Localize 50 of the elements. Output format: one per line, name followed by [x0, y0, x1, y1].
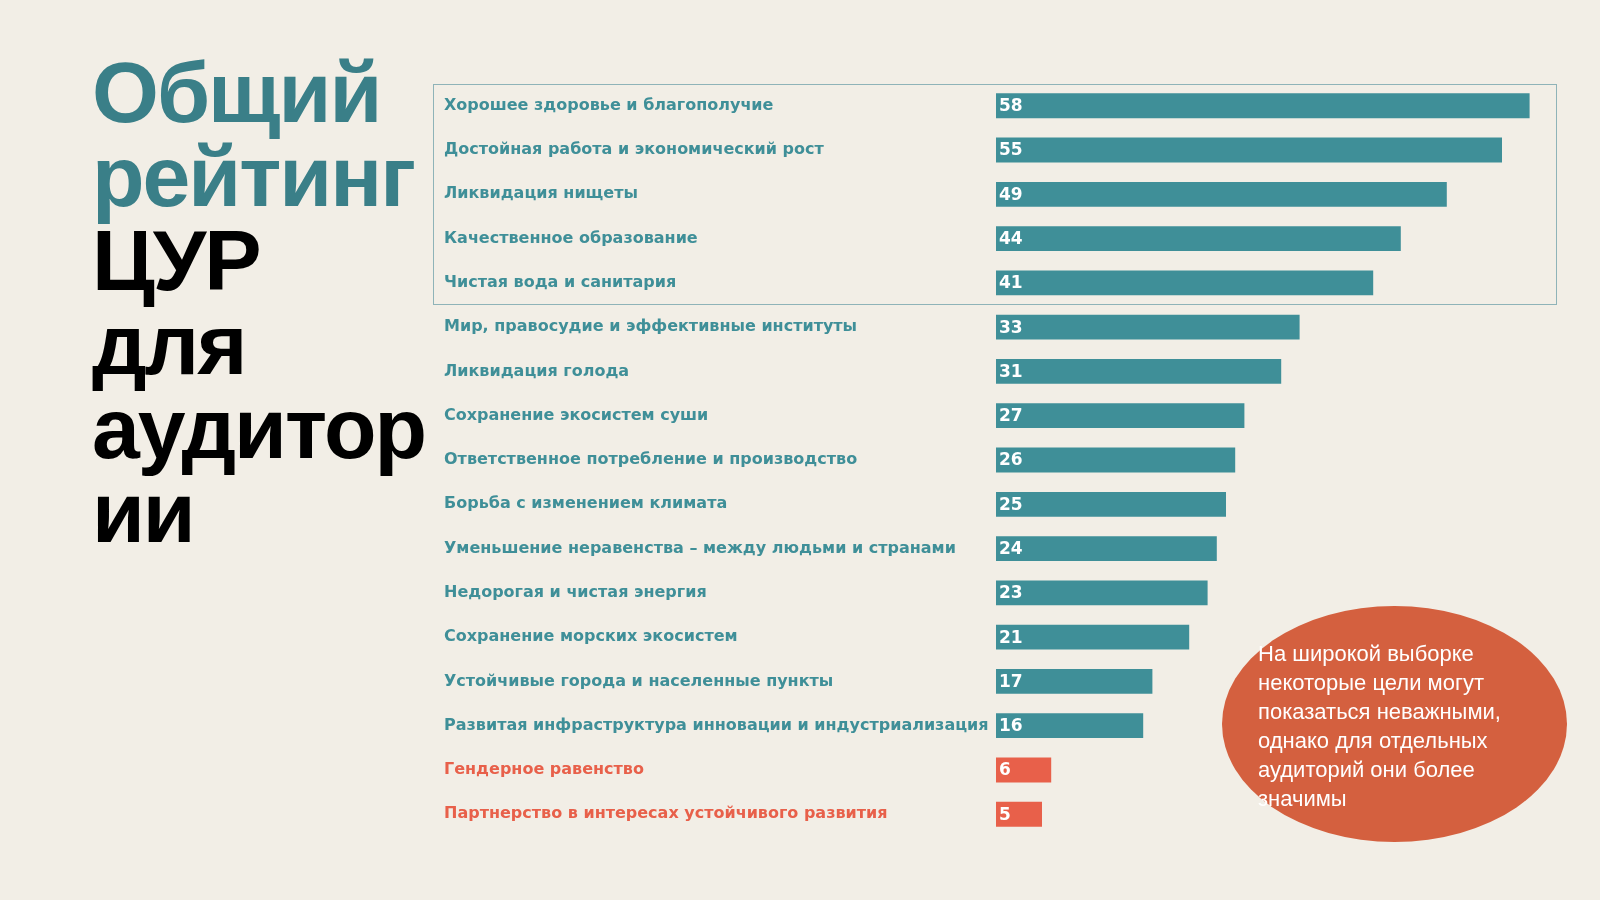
bar [996, 226, 1401, 251]
bar [996, 403, 1245, 429]
data-label: 17 [999, 670, 1023, 691]
y-tick-label: Борьба с изменением климата [444, 493, 728, 513]
y-tick-label: Ликвидация нищеты [444, 183, 638, 203]
bar [996, 624, 1190, 650]
y-tick-label: Ответственное потребление и производство [444, 449, 858, 469]
bar [996, 669, 1153, 694]
bar [996, 580, 1208, 606]
data-label: 21 [999, 626, 1023, 647]
y-tick-label: Сохранение морских экосистем [444, 626, 738, 646]
bar [996, 801, 1042, 827]
data-label: 16 [999, 715, 1023, 736]
y-tick-label: Достойная работа и экономический рост [444, 139, 825, 159]
bar [996, 359, 1282, 384]
data-label: 31 [999, 360, 1023, 381]
bar [996, 713, 1144, 739]
y-tick-label: Партнерство в интересах устойчивого развития [444, 803, 888, 823]
y-tick-label: Недорогая и чистая энергия [444, 582, 707, 601]
bar [996, 491, 1226, 517]
bar [996, 93, 1530, 119]
data-label: 6 [999, 759, 1011, 780]
y-tick-label: Гендерное равенство [444, 759, 644, 779]
bar [996, 447, 1236, 473]
y-tick-label: Хорошее здоровье и благополучие [444, 94, 774, 114]
y-tick-label: Чистая вода и санитария [444, 272, 677, 292]
data-label: 26 [999, 449, 1023, 470]
data-label: 27 [999, 405, 1023, 426]
data-label: 33 [999, 316, 1023, 337]
data-label: 24 [999, 537, 1023, 558]
bar [996, 270, 1374, 296]
data-label: 55 [999, 139, 1023, 160]
data-label: 41 [999, 272, 1023, 293]
data-label: 58 [999, 95, 1023, 116]
bar [996, 137, 1502, 163]
data-label: 49 [999, 183, 1023, 204]
bar [996, 536, 1217, 561]
data-label: 23 [999, 582, 1023, 603]
y-tick-label: Ликвидация голода [444, 360, 630, 380]
y-tick-label: Качественное образование [444, 227, 698, 247]
data-label: 44 [999, 228, 1023, 249]
y-tick-label: Устойчивые города и населенные пункты [444, 670, 834, 690]
data-label: 5 [999, 803, 1011, 824]
y-tick-label: Уменьшение неравенства – между людьми и странами [444, 537, 956, 557]
y-tick-label: Развитая инфраструктура инновации и индустриализация [444, 714, 989, 734]
y-tick-label: Сохранение экосистем суши [444, 404, 709, 424]
y-tick-label: Мир, правосудие и эффективные институты [444, 316, 858, 336]
bar [996, 181, 1447, 207]
bar [996, 314, 1300, 340]
data-label: 25 [999, 493, 1023, 514]
